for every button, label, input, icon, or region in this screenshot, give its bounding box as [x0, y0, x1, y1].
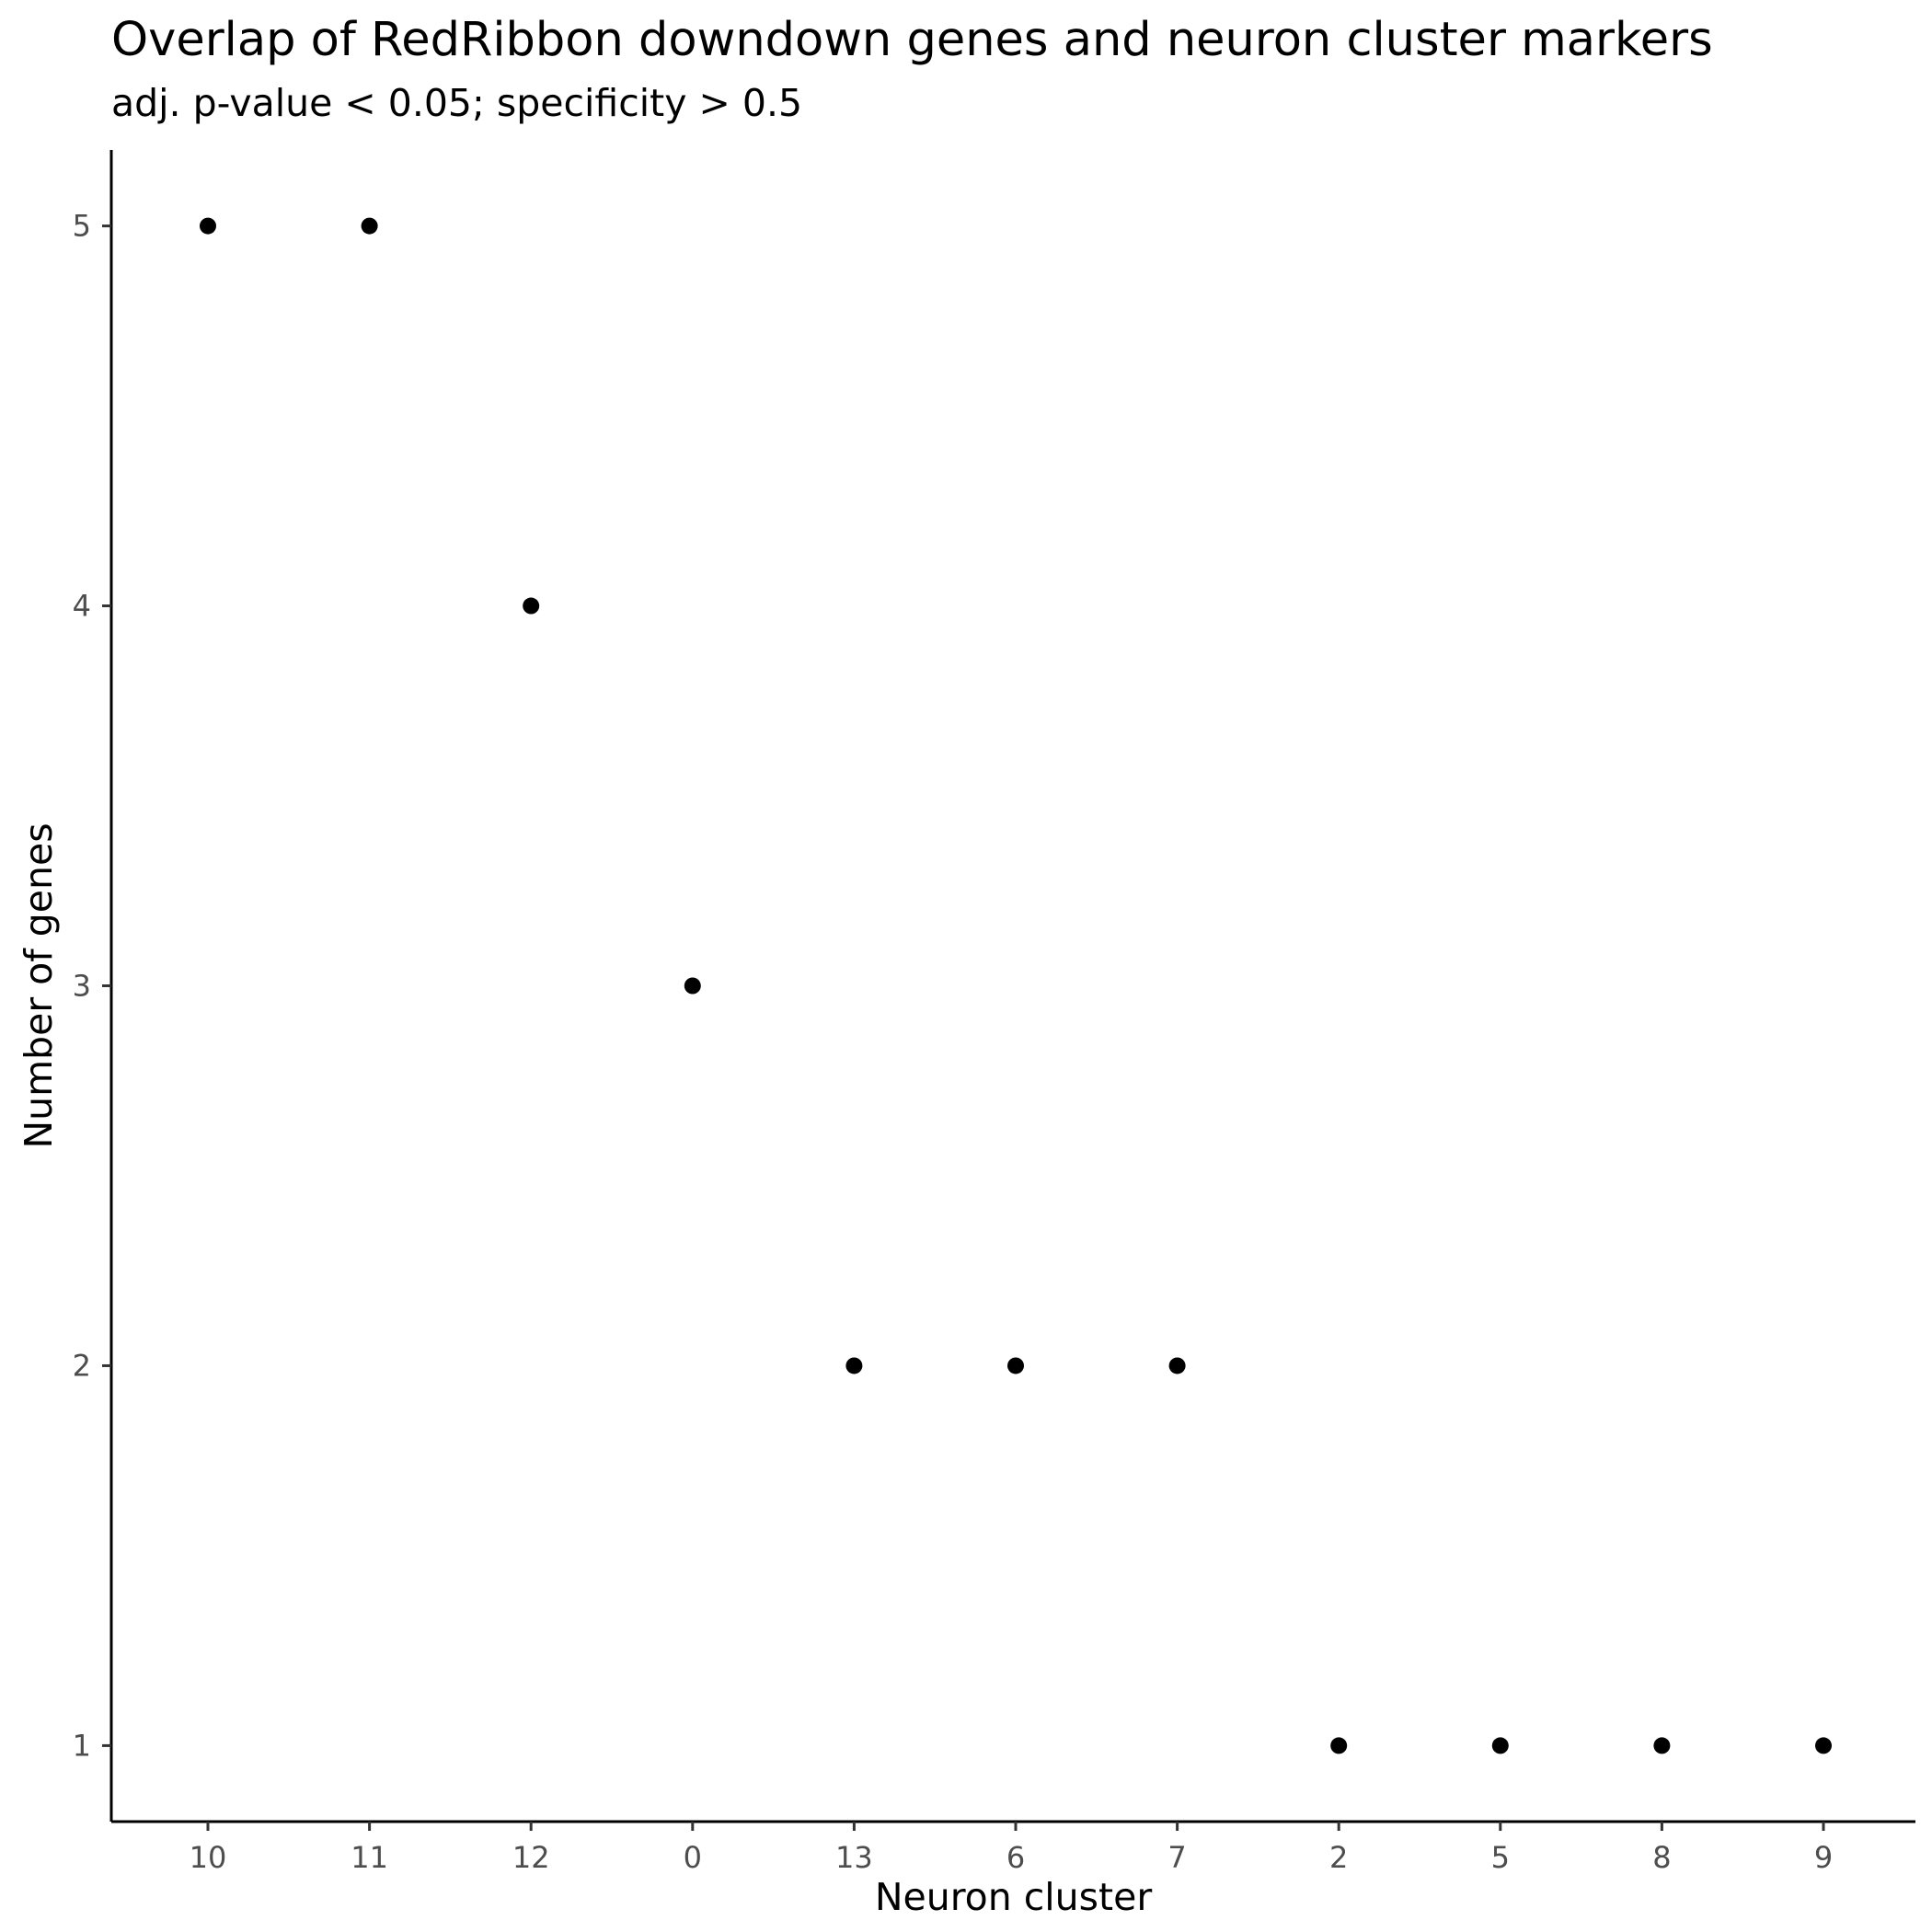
- data-point: [684, 977, 701, 995]
- y-tick-label: 4: [73, 589, 91, 624]
- y-tick-label: 1: [73, 1728, 91, 1763]
- x-tick-label: 7: [1167, 1840, 1186, 1875]
- data-point: [1168, 1357, 1186, 1374]
- x-tick-label: 12: [512, 1840, 550, 1875]
- data-points: [200, 217, 1832, 1754]
- x-tick-label: 2: [1329, 1840, 1348, 1875]
- x-tick-label: 6: [1006, 1840, 1025, 1875]
- data-point: [523, 597, 540, 615]
- data-point: [1653, 1737, 1671, 1754]
- x-tick-label: 8: [1652, 1840, 1671, 1875]
- data-point: [845, 1357, 863, 1374]
- data-point: [200, 217, 216, 235]
- y-tick-label: 3: [73, 969, 91, 1004]
- x-axis-title: Neuron cluster: [875, 1875, 1153, 1919]
- y-tick-label: 5: [73, 209, 91, 244]
- x-tick-label: 13: [835, 1840, 873, 1875]
- x-tick-label: 10: [190, 1840, 227, 1875]
- x-tick-label: 9: [1814, 1840, 1833, 1875]
- data-point: [1330, 1737, 1348, 1754]
- data-point: [361, 217, 378, 235]
- y-axis-title: Number of genes: [17, 822, 61, 1148]
- x-tick-label: 5: [1491, 1840, 1510, 1875]
- data-point: [1815, 1737, 1832, 1754]
- data-point: [1491, 1737, 1509, 1754]
- axes: [109, 150, 1915, 1823]
- data-point: [1007, 1357, 1024, 1374]
- x-tick-label: 11: [351, 1840, 388, 1875]
- x-tick-label: 0: [684, 1840, 702, 1875]
- y-tick-label: 2: [73, 1348, 91, 1383]
- chart-title: Overlap of RedRibbon downdown genes and …: [111, 13, 1713, 67]
- chart-subtitle: adj. p-value < 0.05; specificity > 0.5: [111, 81, 803, 125]
